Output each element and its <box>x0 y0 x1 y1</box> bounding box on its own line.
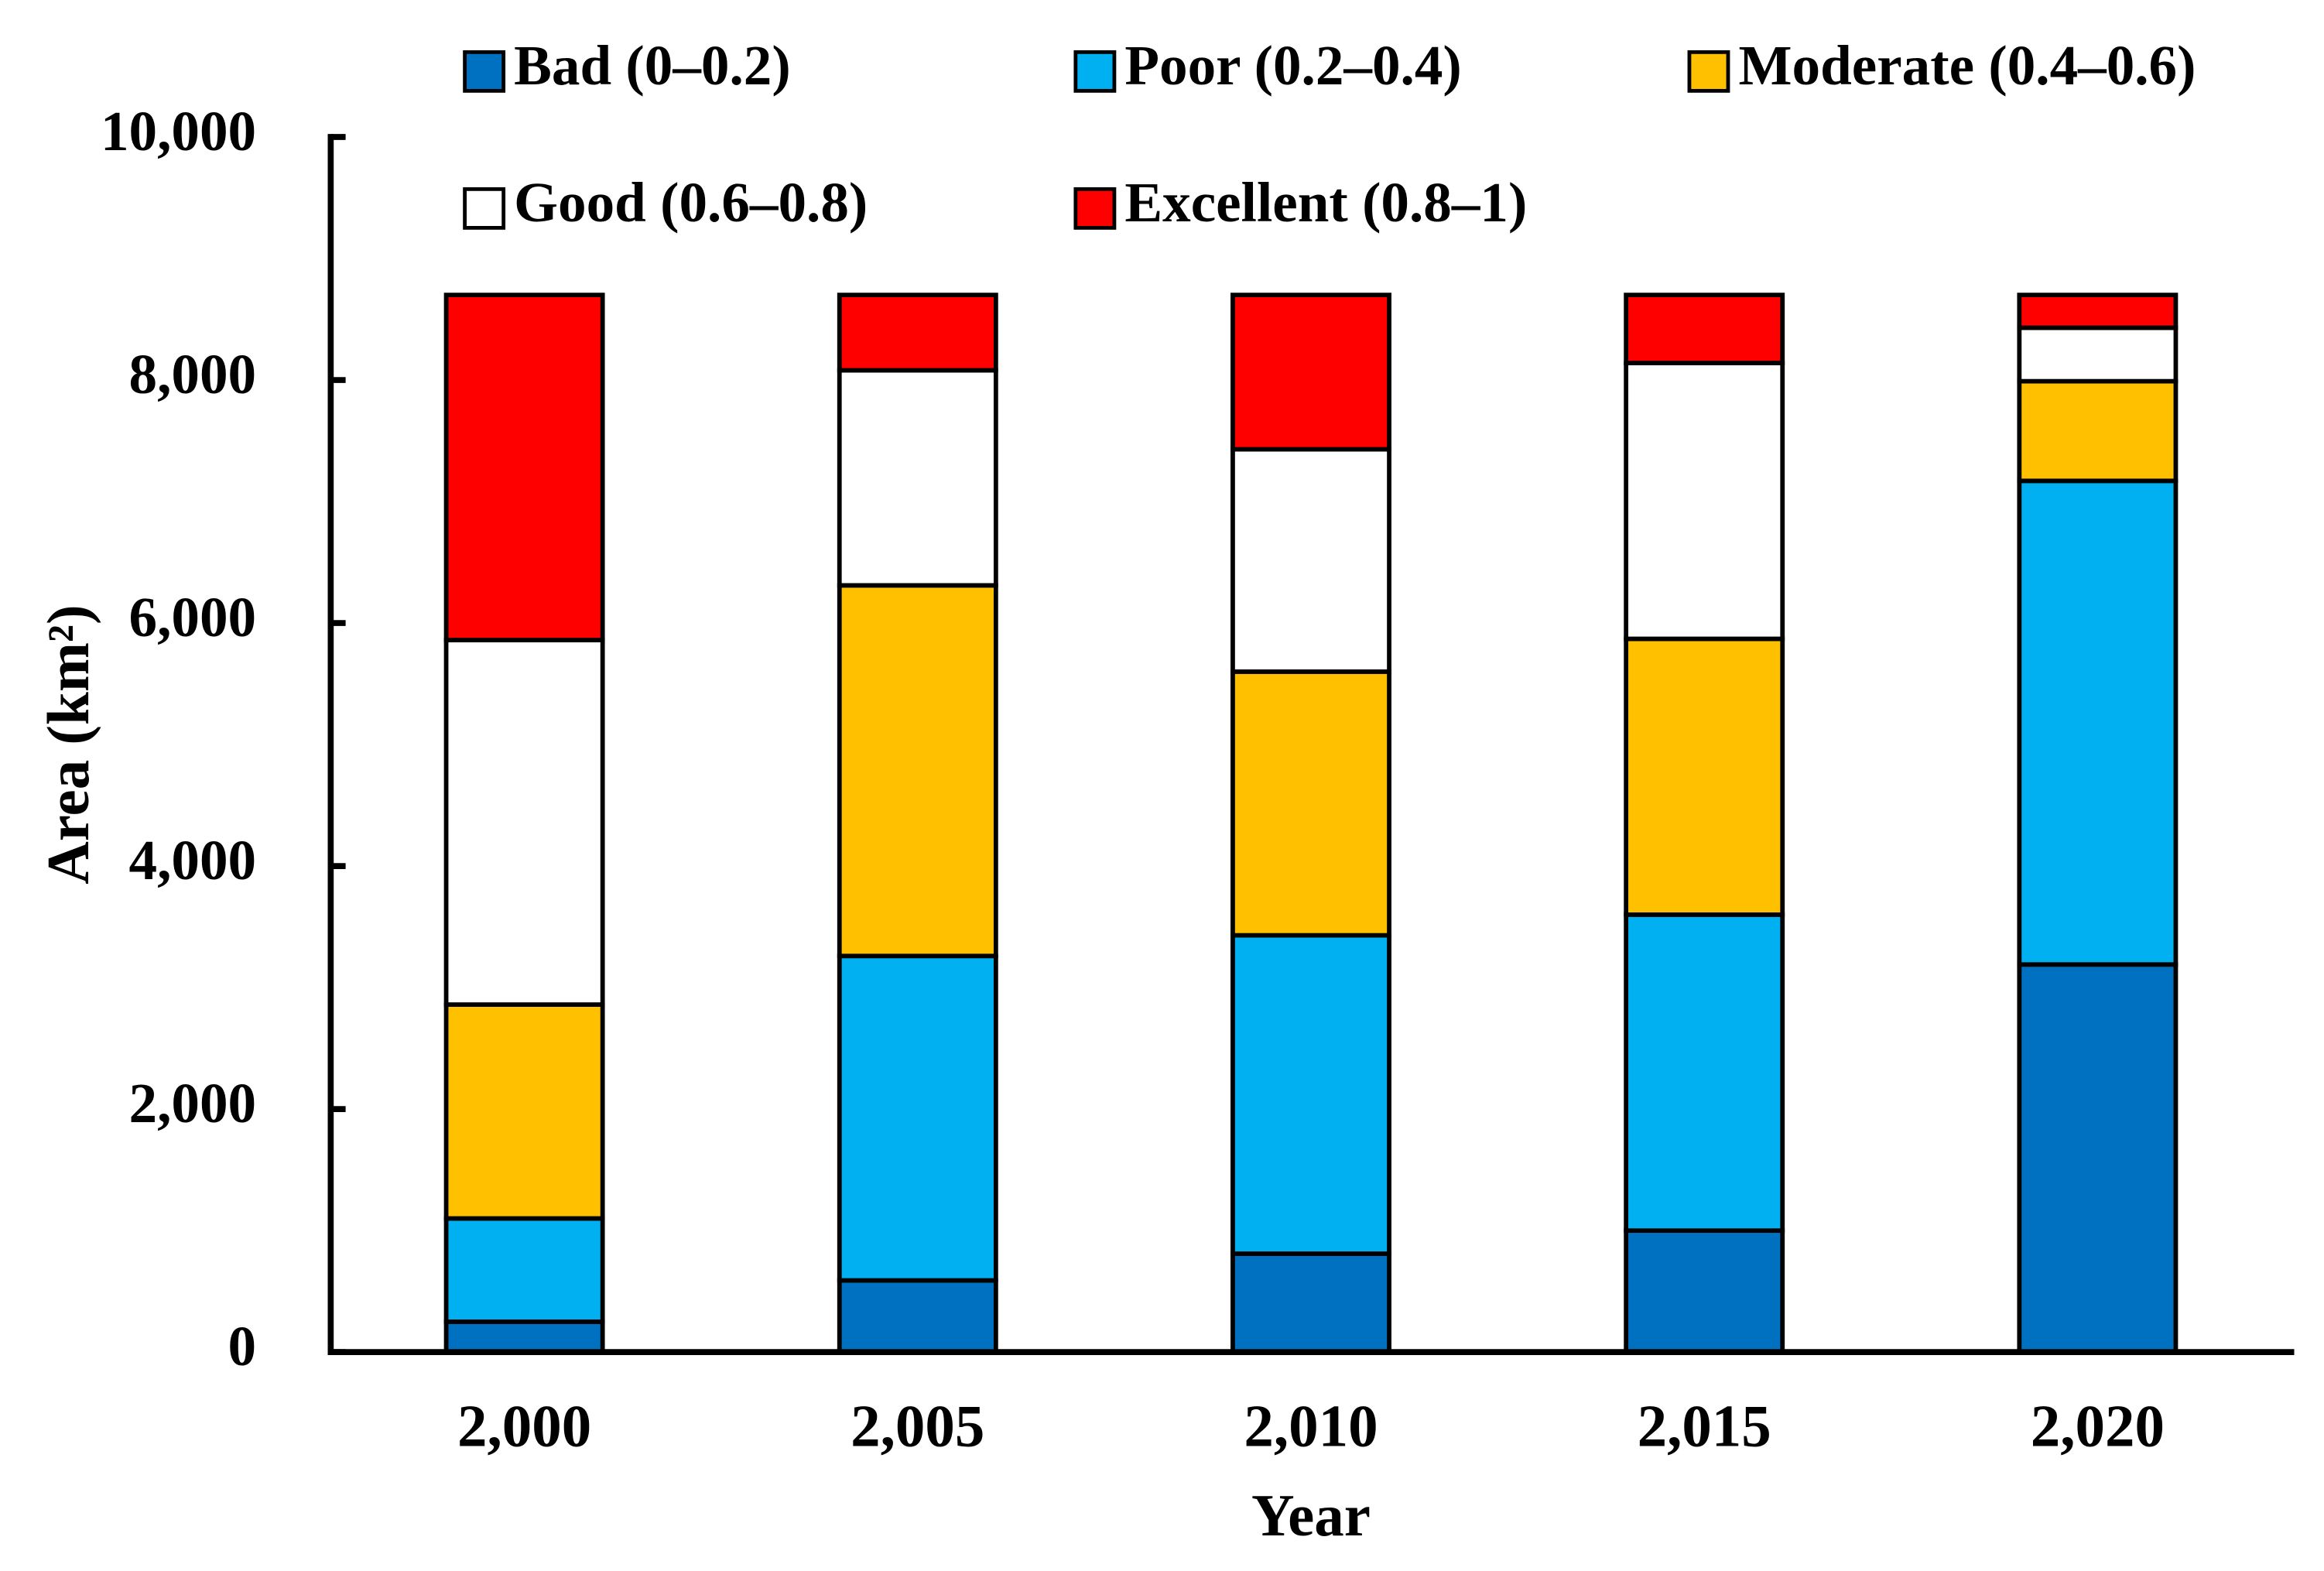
bar-segment <box>1624 361 1785 642</box>
legend-label: Poor (0.2–0.4) <box>1124 34 1461 97</box>
bar-segment <box>443 638 605 1007</box>
legend-label: Bad (0–0.2) <box>514 34 791 97</box>
x-tick-label: 2,020 <box>2031 1393 2165 1460</box>
y-tick-label: 10,000 <box>101 100 256 163</box>
bar-segment <box>2017 325 2179 384</box>
bar-segment <box>2017 478 2179 967</box>
legend-swatch <box>1073 187 1117 230</box>
bar-segment <box>837 368 998 588</box>
x-tick-label: 2,005 <box>851 1393 984 1460</box>
bar-segment <box>1230 293 1391 452</box>
bar-segment <box>1624 1228 1785 1355</box>
legend-swatch <box>463 50 506 93</box>
legend-swatch <box>1073 50 1117 93</box>
bar-segment <box>837 953 998 1283</box>
bar-segment <box>837 583 998 959</box>
bar-segment <box>443 293 605 642</box>
y-axis-label: Area (km²) <box>35 604 101 884</box>
x-tick-label: 2,000 <box>457 1393 591 1460</box>
legend-swatch <box>1687 50 1730 93</box>
y-tick-label: 0 <box>228 1315 257 1378</box>
legend-label: Good (0.6–0.8) <box>514 171 868 234</box>
bar-segment <box>443 1002 605 1221</box>
bar-segment <box>1230 1251 1391 1355</box>
bar-segment <box>837 293 998 373</box>
legend-label: Excellent (0.8–1) <box>1124 171 1527 234</box>
legend-swatch <box>463 187 506 230</box>
y-tick-label: 4,000 <box>129 829 257 892</box>
bar-segment <box>1624 636 1785 917</box>
bar-segment <box>1624 912 1785 1234</box>
legend-label: Moderate (0.4–0.6) <box>1738 34 2196 97</box>
bar-segment <box>2017 378 2179 484</box>
bar-segment <box>1624 293 1785 365</box>
y-tick-label: 8,000 <box>129 343 257 406</box>
x-axis-label: Year <box>1251 1482 1371 1549</box>
y-tick-label: 2,000 <box>129 1072 257 1135</box>
x-tick-label: 2,015 <box>1638 1393 1771 1460</box>
bar-segment <box>1230 933 1391 1256</box>
bar-segment <box>2017 962 2179 1355</box>
bar-segment <box>1230 447 1391 674</box>
y-tick-label: 6,000 <box>129 586 257 649</box>
x-tick-label: 2,010 <box>1244 1393 1378 1460</box>
bar-segment <box>2017 293 2179 330</box>
bar-segment <box>443 1216 605 1324</box>
bar-segment <box>443 1319 605 1355</box>
bar-segment <box>1230 669 1391 938</box>
bar-segment <box>837 1278 998 1355</box>
